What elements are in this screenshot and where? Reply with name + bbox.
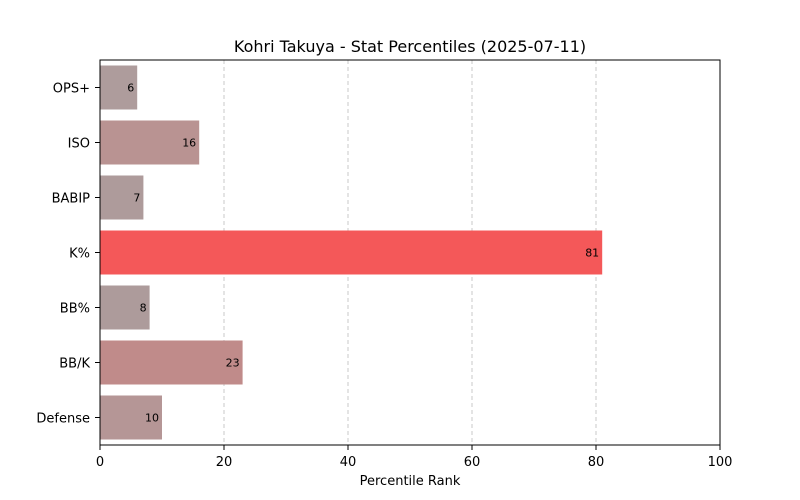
y-tick-label: BABIP (52, 192, 91, 207)
y-tick-label: BB% (60, 302, 90, 317)
x-axis-label: Percentile Rank (360, 474, 461, 489)
x-tick-label: 100 (708, 455, 733, 470)
x-tick-label: 80 (588, 455, 605, 470)
data-label: 81 (585, 247, 599, 260)
y-tick-label: Defense (36, 412, 90, 427)
bar (100, 175, 144, 220)
y-tick-label: K% (69, 247, 90, 262)
bar (100, 340, 243, 385)
data-label: 16 (182, 137, 196, 150)
x-tick-label: 60 (464, 455, 481, 470)
data-label: 7 (133, 192, 140, 205)
y-tick-label: BB/K (59, 357, 90, 372)
chart-title: Kohri Takuya - Stat Percentiles (2025-07… (234, 37, 586, 56)
y-tick-label: ISO (68, 137, 90, 152)
data-label: 6 (127, 82, 134, 95)
bar (100, 395, 162, 440)
bar (100, 120, 200, 165)
data-label: 10 (145, 412, 159, 425)
bar (100, 230, 603, 275)
data-label: 8 (140, 302, 147, 315)
bar (100, 65, 138, 110)
bars: 6 16 7 81 8 23 10 (100, 65, 603, 440)
y-tick-label: OPS+ (53, 82, 90, 97)
x-tick-label: 40 (340, 455, 357, 470)
bar (100, 285, 150, 330)
y-axis-ticks: OPS+ ISO BABIP K% BB% BB/K Defense (36, 82, 100, 427)
x-axis-ticks: 0 20 40 60 80 100 (96, 445, 733, 470)
data-label: 23 (226, 357, 240, 370)
x-tick-label: 0 (96, 455, 104, 470)
x-tick-label: 20 (216, 455, 233, 470)
